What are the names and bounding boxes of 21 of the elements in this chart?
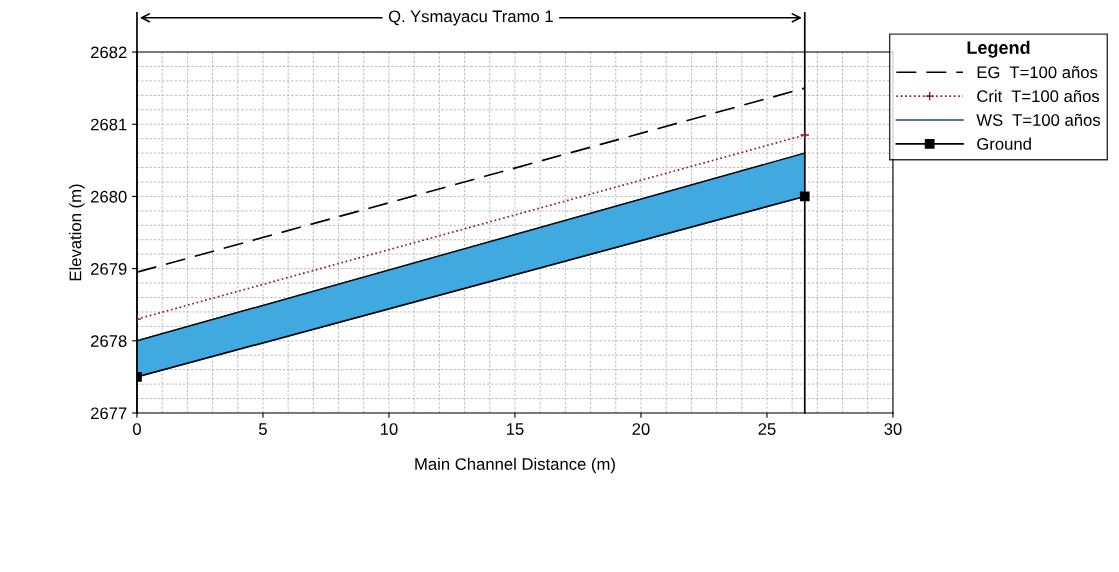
legend-title: Legend bbox=[967, 40, 1030, 58]
legend-label: Crit T=100 años bbox=[977, 89, 1100, 103]
y-tick-label: 2680 bbox=[91, 190, 127, 203]
x-tick-label: 20 bbox=[632, 423, 650, 435]
y-tick-label: 2677 bbox=[91, 407, 127, 420]
legend-label: Ground bbox=[977, 137, 1031, 150]
x-tick-label: 10 bbox=[380, 423, 398, 435]
x-tick-label: 5 bbox=[259, 423, 267, 435]
text: Q. Ysmayacu Tramo 1 bbox=[388, 10, 553, 26]
x-axis-title: Main Channel Distance (m) bbox=[415, 457, 615, 474]
y-tick-label: 2678 bbox=[91, 335, 127, 347]
legend-label: EG T=100 años bbox=[977, 66, 1098, 79]
x-tick-label: 0 bbox=[132, 423, 141, 435]
y-tick-label: 2682 bbox=[91, 46, 127, 59]
x-tick-label: 25 bbox=[758, 423, 776, 435]
y-tick-label: 2679 bbox=[91, 263, 127, 275]
x-tick-label: 30 bbox=[884, 423, 902, 435]
x-tick-label: 15 bbox=[506, 423, 524, 435]
text: WS T=100 años bbox=[976, 113, 1101, 126]
y-tick-label: 2681 bbox=[91, 118, 127, 131]
y-axis-title: Elevation (m) bbox=[69, 184, 85, 281]
